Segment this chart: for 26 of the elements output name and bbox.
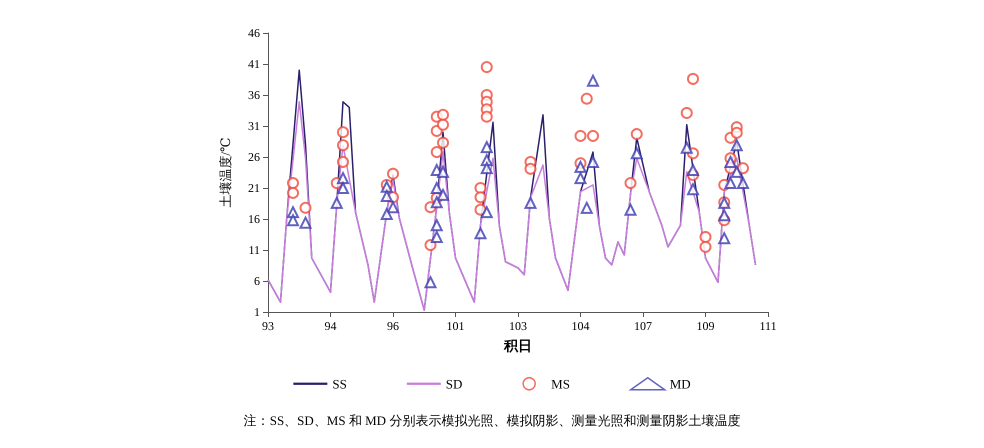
y-tick-label: 41 xyxy=(248,57,260,71)
x-tick-label: 107 xyxy=(634,319,652,333)
x-axis-title: 积日 xyxy=(503,340,532,354)
legend-label: MD xyxy=(670,376,691,392)
y-tick-label: 31 xyxy=(248,119,260,133)
y-tick-label: 11 xyxy=(248,243,260,257)
x-tick-label: 109 xyxy=(696,319,714,333)
y-axis-title: 土壤温度/℃ xyxy=(218,137,233,208)
x-tick-label: 93 xyxy=(262,319,274,333)
y-tick-label: 6 xyxy=(254,274,260,288)
text: 注：SS、SD、MS 和 MD 分别表示模拟光照、模拟阴影、测量光照和测量阴影土壤温度 xyxy=(244,413,740,428)
y-tick-label: 16 xyxy=(248,212,260,226)
y-tick-label: 26 xyxy=(248,150,260,164)
x-tick-label: 94 xyxy=(324,319,336,333)
legend-label: SD xyxy=(446,376,462,392)
legend-label: MS xyxy=(551,376,570,392)
y-tick-label: 21 xyxy=(248,181,260,195)
x-tick-label: 111 xyxy=(759,319,777,333)
y-tick-label: 36 xyxy=(248,88,260,102)
y-tick-label: 46 xyxy=(248,26,260,40)
x-tick-label: 103 xyxy=(509,319,527,333)
y-tick-label: 1 xyxy=(254,305,260,319)
legend-label: SS xyxy=(332,376,347,392)
x-tick-label: 104 xyxy=(572,319,590,333)
x-tick-label: 96 xyxy=(387,319,399,333)
x-tick-label: 101 xyxy=(446,319,464,333)
